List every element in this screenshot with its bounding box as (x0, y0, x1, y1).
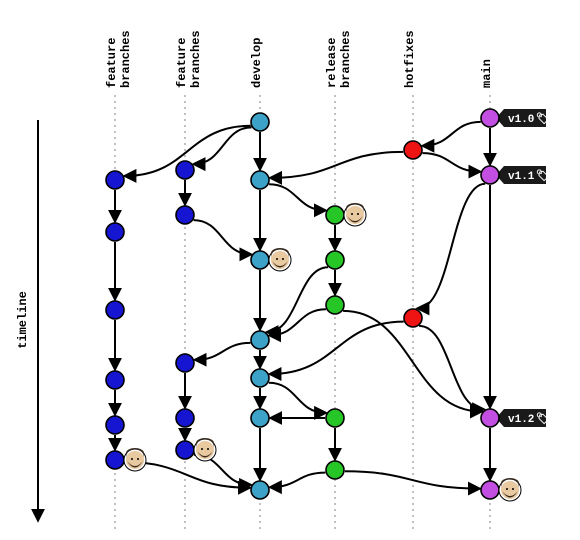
commit-node (326, 206, 344, 224)
column-label-text: develop (250, 38, 264, 88)
gitflow-diagram: featurebranchesfeaturebranchesdeveloprel… (0, 0, 580, 540)
commit-node (326, 409, 344, 427)
commit-node (106, 371, 124, 389)
commit-node (251, 409, 269, 427)
column-label-text: main (480, 59, 494, 88)
tags-layer: v1.0🏷v1.1🏷v1.2🏷 (496, 109, 550, 427)
edge (194, 220, 251, 254)
commit-node (106, 301, 124, 319)
commit-node (404, 141, 422, 159)
commit-node (481, 166, 499, 184)
avatar-icon (124, 448, 146, 471)
edge (418, 184, 485, 309)
commit-node (326, 296, 344, 314)
edge (419, 326, 483, 409)
timeline-label: timeline (16, 291, 30, 349)
commit-node (106, 451, 124, 469)
commit-node (404, 309, 422, 327)
edge (423, 153, 480, 172)
commit-node (176, 354, 194, 372)
tag-icon: 🏷 (536, 169, 550, 183)
edge (345, 471, 479, 488)
commit-node (251, 171, 269, 189)
tag-icon: 🏷 (536, 412, 550, 426)
edge (269, 383, 325, 413)
commit-node (176, 409, 194, 427)
column-label: featurebranches (175, 30, 203, 88)
avatar-icon (344, 203, 366, 226)
column-label-text: branches (189, 30, 203, 88)
edge (194, 127, 251, 164)
column-label-text: branches (119, 30, 133, 88)
commit-node (106, 416, 124, 434)
commit-node (326, 251, 344, 269)
column-label-text: feature (105, 38, 119, 88)
column-label-text: feature (175, 38, 189, 88)
commit-node (251, 331, 269, 349)
column-label: hotfixes (403, 30, 417, 88)
commit-node (326, 461, 344, 479)
edges-layer (115, 122, 490, 489)
commit-node (251, 481, 269, 499)
column-label: main (480, 59, 494, 88)
commit-node (176, 206, 194, 224)
edge (423, 122, 481, 146)
commit-node (176, 161, 194, 179)
avatar-icon (499, 478, 521, 501)
column-label: develop (250, 38, 264, 88)
commit-node (176, 441, 194, 459)
edge (271, 152, 403, 178)
avatar-icon (269, 248, 291, 271)
commit-node (251, 113, 269, 131)
commit-node (106, 171, 124, 189)
tag-icon: 🏷 (536, 112, 550, 126)
version-tag-label: v1.0 (508, 114, 534, 126)
commit-node (481, 481, 499, 499)
column-label-text: release (325, 38, 339, 88)
version-tag-label: v1.1 (508, 171, 535, 183)
commit-node (481, 109, 499, 127)
version-tag-label: v1.2 (508, 414, 534, 426)
edge (269, 184, 325, 210)
column-label: releasebranches (325, 30, 353, 88)
edge (196, 343, 251, 360)
column-label: featurebranches (105, 30, 133, 88)
column-label-text: branches (339, 30, 353, 88)
commit-node (251, 369, 269, 387)
commit-node (251, 251, 269, 269)
commit-node (106, 223, 124, 241)
edge (271, 473, 326, 488)
column-label-text: hotfixes (403, 30, 417, 88)
avatar-icon (194, 438, 216, 461)
commit-node (481, 409, 499, 427)
edge (270, 309, 326, 335)
